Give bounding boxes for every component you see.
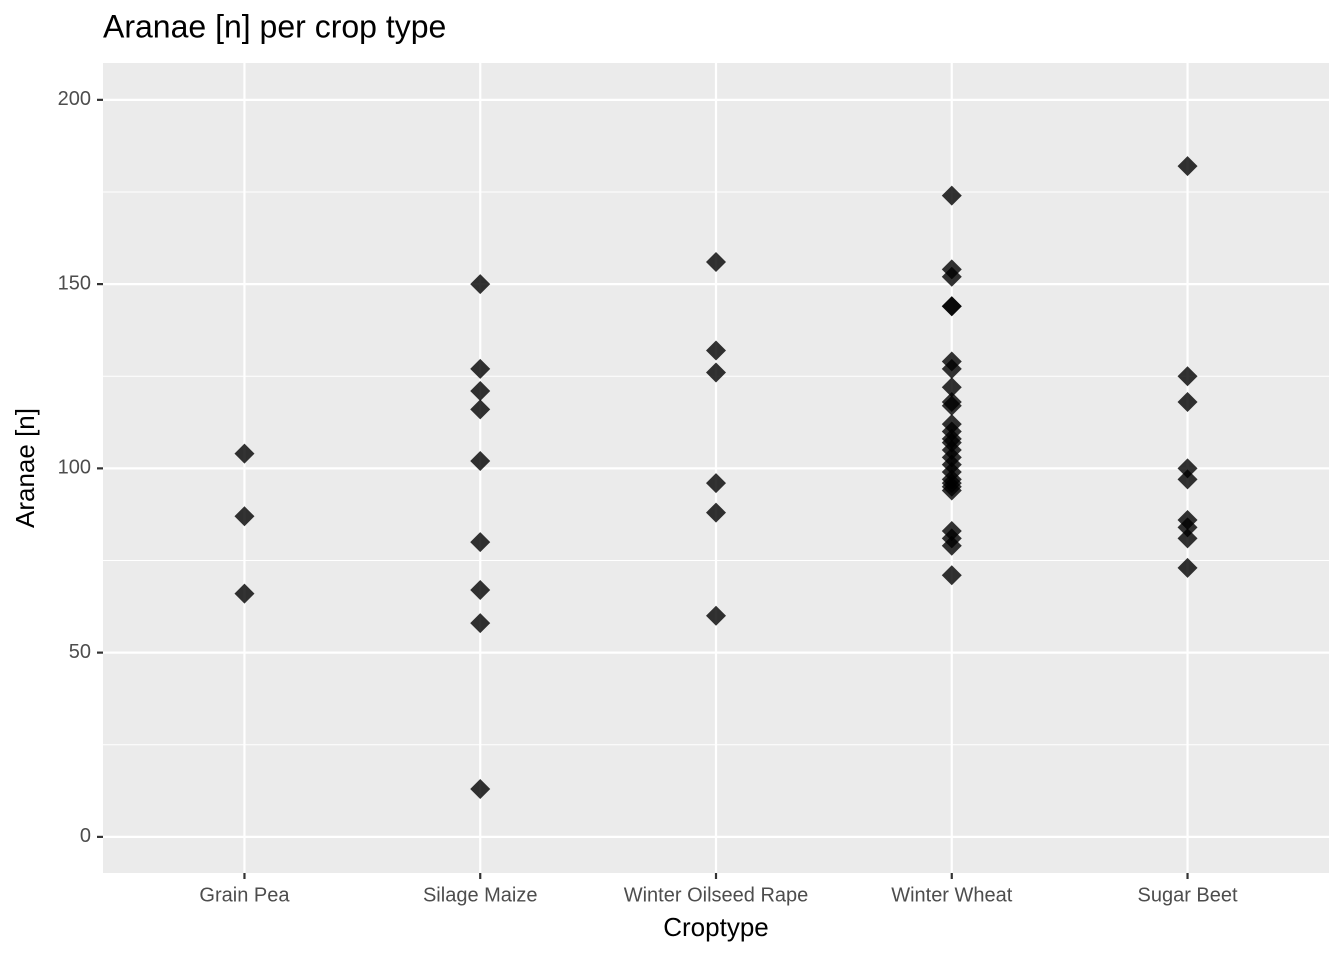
x-tick-label: Sugar Beet (1137, 884, 1238, 906)
y-tick-label: 150 (58, 272, 91, 294)
point (470, 532, 491, 553)
point (941, 480, 962, 501)
x-axis-title: Croptype (663, 912, 769, 942)
point (470, 579, 491, 600)
point (470, 778, 491, 799)
point (941, 395, 962, 416)
point (1177, 392, 1198, 413)
point (941, 535, 962, 556)
y-tick-label: 50 (69, 641, 91, 663)
y-tick-label: 0 (80, 825, 91, 847)
point (941, 185, 962, 206)
point (1177, 458, 1198, 479)
x-tick-label: Grain Pea (199, 884, 290, 906)
point (1177, 156, 1198, 177)
point (1177, 366, 1198, 387)
y-tick-label: 100 (58, 457, 91, 479)
point (470, 274, 491, 295)
point (706, 473, 726, 494)
point (470, 450, 491, 471)
point (706, 251, 726, 272)
point (234, 583, 255, 604)
chart-title: Aranae [n] per crop type (103, 8, 446, 44)
x-tick-label: Silage Maize (423, 884, 538, 906)
x-tick-label: Winter Wheat (891, 884, 1013, 906)
point (1177, 557, 1198, 578)
point (1177, 469, 1198, 490)
point (470, 358, 491, 379)
point (1177, 517, 1198, 538)
point (706, 502, 726, 523)
point (470, 613, 491, 634)
point (941, 266, 962, 287)
point (706, 362, 726, 383)
point (706, 340, 726, 361)
y-tick-label: 200 (58, 88, 91, 110)
point (470, 380, 491, 401)
point (706, 605, 726, 626)
point (234, 443, 255, 464)
point (941, 565, 962, 586)
x-tick-label: Winter Oilseed Rape (624, 884, 809, 906)
point (941, 296, 962, 317)
point (470, 399, 491, 420)
point (1177, 528, 1198, 549)
point (941, 377, 962, 398)
y-axis-title: Aranae [n] (10, 408, 40, 528)
point (234, 506, 255, 527)
point (941, 358, 962, 379)
